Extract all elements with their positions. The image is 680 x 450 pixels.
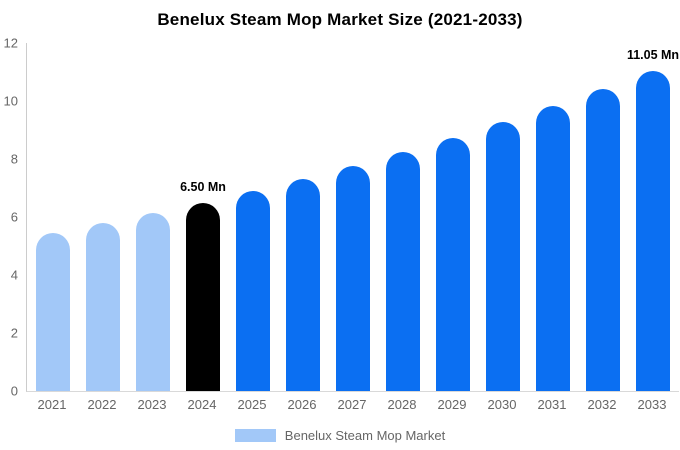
y-axis-tick-label: 0 <box>10 383 18 399</box>
bar-2031 <box>536 106 570 391</box>
y-axis-tick-label: 10 <box>3 93 18 109</box>
bar-2025 <box>236 191 270 391</box>
bar-2026 <box>286 179 320 391</box>
bar-2032 <box>586 88 620 391</box>
bar-2022 <box>86 223 120 391</box>
legend: Benelux Steam Mop Market <box>0 427 680 443</box>
x-axis-tick-label: 2030 <box>487 397 517 412</box>
bar-value-label-2024: 6.50 Mn <box>180 180 226 194</box>
bar-value-label-2033: 11.05 Mn <box>626 48 680 63</box>
x-axis-tick-label: 2029 <box>437 397 467 412</box>
bar-2033 <box>636 70 670 391</box>
legend-swatch <box>234 428 276 442</box>
x-axis-tick-label: 2025 <box>237 397 267 412</box>
x-axis-tick-label: 2021 <box>37 397 67 412</box>
x-axis-tick-label: 2033 <box>637 397 667 412</box>
y-axis-tick-label: 12 <box>3 35 18 51</box>
x-axis-tick-label: 2027 <box>337 397 367 412</box>
bar-2028 <box>386 152 420 391</box>
chart-title: Benelux Steam Mop Market Size (2021-2033… <box>157 10 523 29</box>
bar-2023 <box>136 213 170 391</box>
x-axis-tick-label: 2023 <box>137 397 167 412</box>
y-axis-tick-label: 8 <box>10 151 18 167</box>
bar-2021 <box>36 232 70 391</box>
bar-2027 <box>336 165 370 391</box>
x-axis-labels: 2021 2022 2023 2024 2025 2026 2027 2028 2029 2030… <box>26 398 679 414</box>
y-axis-tick-label: 6 <box>10 209 18 225</box>
y-axis-labels: 0 2 4 6 8 10 12 <box>0 37 20 398</box>
y-axis-tick-label: 2 <box>10 325 18 341</box>
bar-2024 <box>186 202 220 391</box>
x-axis-tick-label: 2031 <box>537 397 567 412</box>
x-axis-tick-label: 2024 <box>187 397 217 412</box>
x-axis-tick-label: 2022 <box>87 397 117 412</box>
x-axis-tick-label: 2032 <box>587 397 617 412</box>
bar-2030 <box>486 122 520 391</box>
bar-2029 <box>436 137 470 391</box>
legend-label: Benelux Steam Mop Market <box>284 427 446 443</box>
x-axis-tick-label: 2028 <box>387 397 417 412</box>
y-axis-tick-label: 4 <box>10 267 18 283</box>
plot-area: 6.50 Mn 11.05 Mn <box>26 43 679 392</box>
x-axis-tick-label: 2026 <box>287 397 317 412</box>
